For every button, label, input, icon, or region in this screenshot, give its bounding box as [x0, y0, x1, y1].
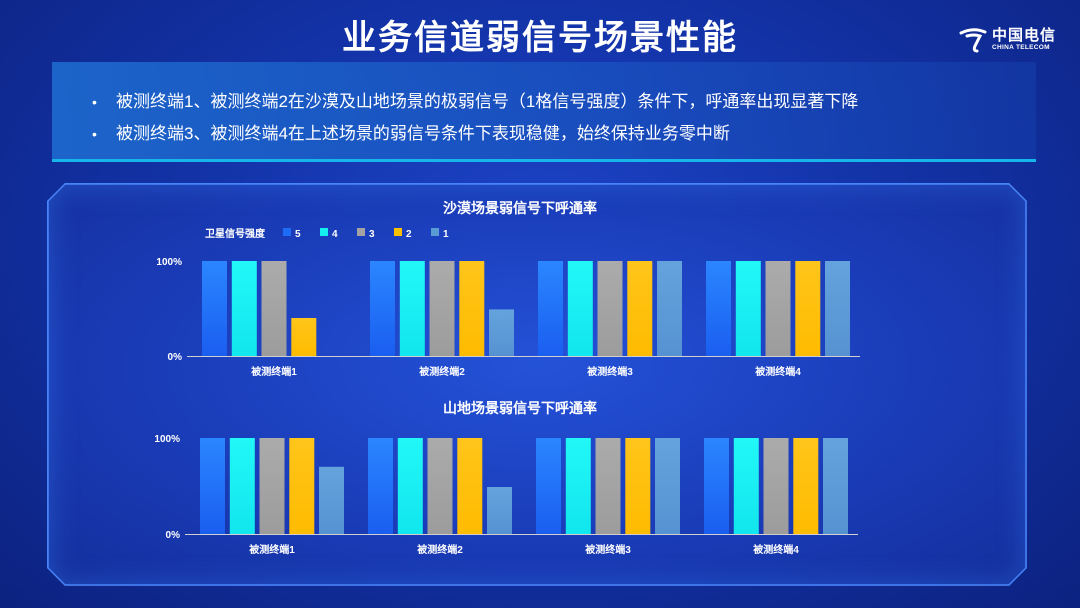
- bar-被测终端3-series-5: [536, 438, 561, 534]
- bar-被测终端2-series-3: [427, 438, 453, 534]
- bar-被测终端3-series-2: [627, 261, 653, 356]
- legend-swatch-4: [320, 228, 328, 236]
- bar-被测终端4-series-1: [825, 261, 850, 356]
- bar-被测终端1-series-2: [291, 318, 317, 356]
- bar-被测终端4-series-4: [733, 438, 759, 534]
- bar-被测终端2-series-3: [429, 261, 455, 356]
- legend-swatch-3: [357, 228, 365, 236]
- legend-label: 2: [406, 229, 412, 240]
- bar-被测终端4-series-2: [795, 261, 821, 356]
- x-tick-label: 被测终端3: [587, 365, 633, 378]
- bar-被测终端3-series-4: [565, 438, 591, 534]
- bar-被测终端2-series-5: [368, 438, 393, 534]
- legend-label: 3: [369, 229, 375, 240]
- bar-被测终端2-series-1: [487, 487, 512, 534]
- x-tick-label: 被测终端2: [419, 365, 465, 378]
- bar-被测终端3-series-1: [657, 261, 682, 356]
- bullet-icon: •: [92, 94, 97, 110]
- x-tick-label: 被测终端1: [249, 543, 295, 556]
- bar-被测终端2-series-5: [370, 261, 395, 356]
- chart-title: 沙漠场景弱信号下呼通率: [443, 200, 597, 216]
- x-tick-label: 被测终端1: [251, 365, 297, 378]
- bar-被测终端4-series-1: [823, 438, 848, 534]
- bar-被测终端1-series-1: [319, 466, 344, 534]
- summary-bullet: • 被测终端1、被测终端2在沙漠及山地场景的极弱信号（1格信号强度）条件下，呼通率…: [92, 86, 1036, 118]
- bar-被测终端3-series-4: [567, 261, 593, 356]
- bar-被测终端4-series-3: [765, 261, 791, 356]
- bar-被测终端1-series-4: [231, 261, 257, 356]
- bar-被测终端1-series-3: [261, 261, 287, 356]
- bar-被测终端1-series-2: [289, 438, 315, 534]
- bar-被测终端3-series-2: [625, 438, 651, 534]
- summary-bullet-text: 被测终端1、被测终端2在沙漠及山地场景的极弱信号（1格信号强度）条件下，呼通率出…: [116, 92, 859, 111]
- bar-被测终端4-series-3: [763, 438, 789, 534]
- summary-bullet: • 被测终端3、被测终端4在上述场景的弱信号条件下表现稳健，始终保持业务零中断: [92, 118, 1036, 150]
- bar-被测终端2-series-4: [397, 438, 423, 534]
- summary-box: • 被测终端1、被测终端2在沙漠及山地场景的极弱信号（1格信号强度）条件下，呼通率…: [52, 62, 1036, 162]
- legend-swatch-5: [283, 228, 291, 236]
- bar-被测终端4-series-4: [735, 261, 761, 356]
- page-title: 业务信道弱信号场景性能: [342, 19, 738, 57]
- y-tick-label: 0%: [168, 352, 183, 363]
- x-tick-label: 被测终端4: [755, 365, 801, 378]
- bar-被测终端1-series-5: [202, 261, 227, 356]
- legend-title: 卫星信号强度: [205, 227, 266, 240]
- china-telecom-logo: 中国电信 CHINA TELECOM: [958, 22, 1058, 62]
- bar-被测终端2-series-2: [459, 261, 485, 356]
- bar-被测终端1-series-3: [259, 438, 285, 534]
- bar-被测终端3-series-3: [595, 438, 621, 534]
- bar-被测终端2-series-4: [399, 261, 425, 356]
- legend-swatch-2: [394, 228, 402, 236]
- legend-label: 1: [443, 229, 449, 240]
- telecom-logo-icon: [959, 28, 987, 53]
- bar-被测终端3-series-1: [655, 438, 680, 534]
- y-tick-label: 0%: [166, 530, 181, 541]
- y-tick-label: 100%: [156, 257, 182, 268]
- bar-被测终端3-series-5: [538, 261, 563, 356]
- legend-label: 5: [295, 229, 301, 240]
- x-tick-label: 被测终端4: [753, 543, 799, 556]
- x-tick-label: 被测终端2: [417, 543, 463, 556]
- summary-bullet-text: 被测终端3、被测终端4在上述场景的弱信号条件下表现稳健，始终保持业务零中断: [116, 124, 730, 143]
- bar-被测终端4-series-5: [706, 261, 731, 356]
- bar-被测终端3-series-3: [597, 261, 623, 356]
- bar-被测终端4-series-2: [793, 438, 819, 534]
- bar-被测终端4-series-5: [704, 438, 729, 534]
- x-tick-label: 被测终端3: [585, 543, 631, 556]
- bar-被测终端1-series-4: [229, 438, 255, 534]
- bar-被测终端1-series-5: [200, 438, 225, 534]
- bar-被测终端2-series-2: [457, 438, 483, 534]
- legend-label: 4: [332, 229, 338, 240]
- legend-swatch-1: [431, 228, 439, 236]
- chart-title: 山地场景弱信号下呼通率: [443, 400, 597, 416]
- logo-text-en: CHINA TELECOM: [992, 44, 1050, 51]
- y-tick-label: 100%: [154, 434, 180, 445]
- logo-text-cn: 中国电信: [992, 27, 1057, 44]
- bar-被测终端2-series-1: [489, 309, 514, 356]
- bullet-icon: •: [92, 126, 97, 142]
